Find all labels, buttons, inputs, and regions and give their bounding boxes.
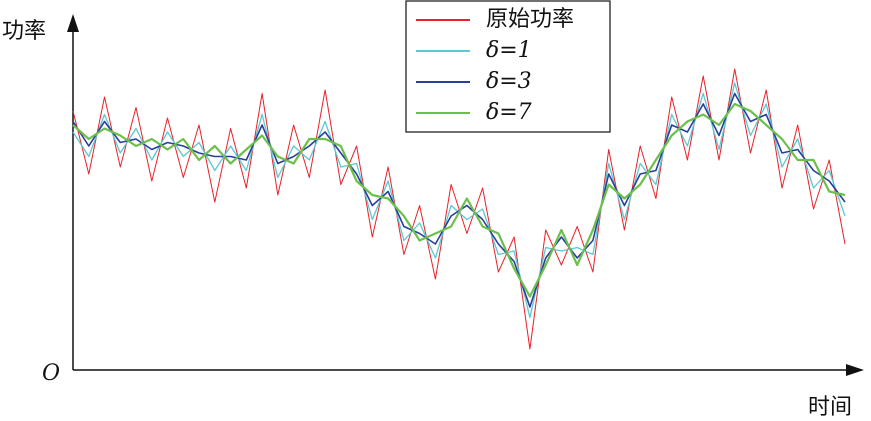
x-arrow (846, 364, 864, 376)
legend-entries: 原始功率 δ=1 δ=3 δ=7 (416, 7, 574, 125)
origin-label: O (42, 361, 60, 386)
series-line (72, 68, 846, 350)
series-line (72, 102, 846, 298)
legend-label: δ=1 (486, 38, 532, 63)
legend-label: δ=7 (486, 100, 532, 125)
legend (405, 0, 611, 133)
x-axis-label: 时间 (808, 395, 852, 420)
legend-label: δ=3 (486, 69, 532, 94)
plot-area (72, 68, 846, 350)
legend-label: 原始功率 (486, 7, 574, 32)
y-arrow (67, 14, 79, 32)
y-axis-label: 功率 (2, 19, 46, 44)
